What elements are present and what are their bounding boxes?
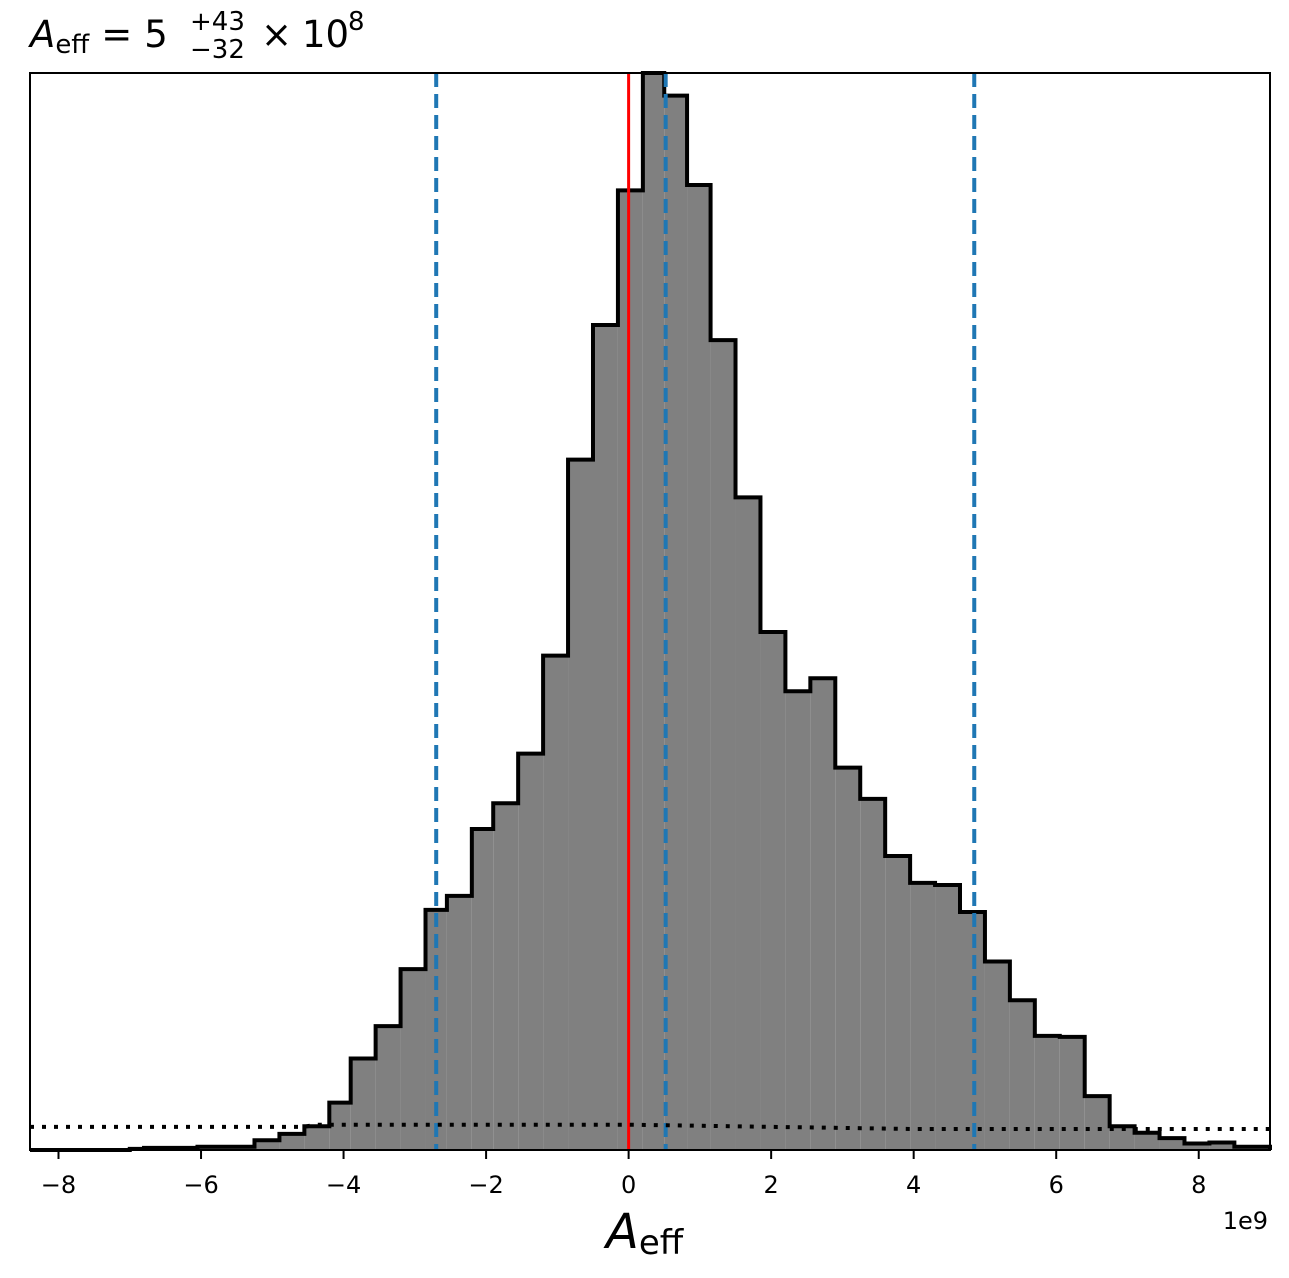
x-tick-label: 4 bbox=[906, 1171, 921, 1199]
histogram-bar bbox=[1134, 1132, 1160, 1150]
histogram-bar bbox=[1084, 1096, 1110, 1150]
histogram-bar bbox=[350, 1058, 376, 1150]
x-tick-label: −8 bbox=[41, 1171, 76, 1199]
prior-line-group bbox=[30, 1122, 1270, 1131]
histogram-bar bbox=[1209, 1142, 1235, 1150]
histogram-outline bbox=[30, 71, 1272, 1152]
x-axis-label-subscript: eff bbox=[639, 1223, 685, 1263]
x-tick-label: −6 bbox=[183, 1171, 218, 1199]
histogram-bar bbox=[910, 882, 936, 1150]
histogram-bar bbox=[543, 655, 569, 1150]
histogram-bar bbox=[687, 185, 711, 1150]
prior-dotted-line bbox=[30, 1122, 1270, 1131]
histogram-bar bbox=[935, 885, 960, 1150]
x-axis-ticks: −8 −6 −4 −2 0 2 4 6 8 bbox=[41, 1150, 1206, 1199]
histogram-bars bbox=[129, 73, 1270, 1151]
plot-frame bbox=[29, 72, 1271, 1151]
histogram-bar bbox=[1059, 1036, 1085, 1150]
x-tick-label: 0 bbox=[621, 1171, 636, 1199]
histogram-bar bbox=[400, 969, 426, 1150]
histogram-bar bbox=[304, 1126, 330, 1150]
histogram-bar bbox=[568, 459, 593, 1150]
histogram-step-outline bbox=[30, 71, 1272, 1152]
title-lower-error: −32 bbox=[190, 35, 245, 65]
histogram-bar bbox=[471, 829, 494, 1150]
x-tick-label: 2 bbox=[764, 1171, 779, 1199]
histogram-bar bbox=[642, 73, 665, 1150]
x-tick-label: −2 bbox=[468, 1171, 503, 1199]
x-axis-label: Aeff bbox=[603, 1204, 685, 1263]
x-axis-label-symbol: A bbox=[603, 1204, 639, 1260]
histogram-bar bbox=[664, 95, 688, 1151]
histogram-bar bbox=[1109, 1126, 1135, 1150]
x-tick-label: 6 bbox=[1049, 1171, 1064, 1199]
histogram-bar bbox=[279, 1133, 305, 1150]
histogram-bar bbox=[446, 895, 472, 1150]
x-tick-label: −4 bbox=[326, 1171, 361, 1199]
x-tick-label: 8 bbox=[1191, 1171, 1206, 1199]
histogram-bar bbox=[329, 1102, 351, 1150]
histogram-bar bbox=[760, 631, 786, 1150]
histogram-bar bbox=[1159, 1138, 1185, 1150]
histogram-bar bbox=[1034, 1035, 1060, 1150]
histogram-bar bbox=[1184, 1143, 1210, 1150]
title-exponent: 8 bbox=[348, 7, 365, 37]
title-median: 5 bbox=[144, 13, 168, 56]
chart-title: Aeff = 5 bbox=[28, 13, 168, 60]
histogram-bar bbox=[617, 190, 643, 1150]
histogram-bar bbox=[810, 678, 836, 1150]
histogram-bar bbox=[735, 497, 761, 1150]
title-base: 10 bbox=[302, 13, 349, 56]
histogram-bar bbox=[254, 1140, 280, 1150]
histogram-bar bbox=[885, 855, 911, 1150]
histogram-bar bbox=[518, 753, 544, 1150]
histogram-bar bbox=[984, 961, 1010, 1150]
x-axis-offset-label: 1e9 bbox=[1223, 1207, 1268, 1235]
histogram-bar bbox=[592, 325, 618, 1150]
histogram-bar bbox=[375, 1026, 401, 1150]
credible-interval-lines bbox=[434, 73, 977, 1150]
title-subscript: eff bbox=[55, 30, 90, 60]
histogram-bar bbox=[493, 803, 519, 1150]
histogram-bar bbox=[860, 798, 886, 1150]
title-equals: = bbox=[101, 13, 132, 56]
title-upper-error: +43 bbox=[190, 7, 245, 37]
histogram-bar bbox=[835, 767, 861, 1150]
title-times: × bbox=[261, 13, 292, 56]
histogram-bar bbox=[1009, 1000, 1035, 1150]
title-symbol: A bbox=[28, 13, 55, 56]
histogram-bar bbox=[785, 691, 811, 1150]
histogram-bar bbox=[710, 340, 736, 1150]
